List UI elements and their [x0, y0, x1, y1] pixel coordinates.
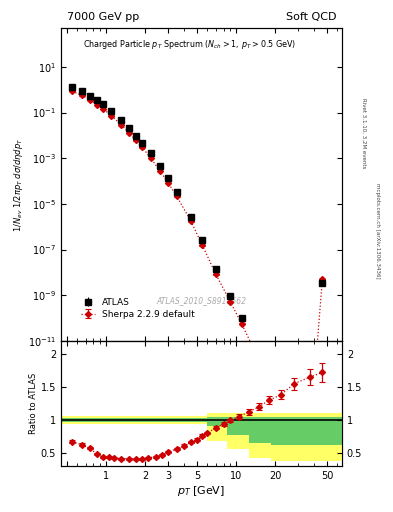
X-axis label: $p_T\;[\mathrm{GeV}]$: $p_T\;[\mathrm{GeV}]$	[177, 483, 226, 498]
Legend: ATLAS, Sherpa 2.2.9 default: ATLAS, Sherpa 2.2.9 default	[79, 296, 196, 321]
Y-axis label: $1/N_{ev}\; 1/2\pi p_T\; d\sigma/d\eta dp_T$: $1/N_{ev}\; 1/2\pi p_T\; d\sigma/d\eta d…	[12, 137, 25, 232]
Text: Soft QCD: Soft QCD	[286, 12, 336, 22]
Text: mcplots.cern.ch [arXiv:1306.3436]: mcplots.cern.ch [arXiv:1306.3436]	[375, 183, 380, 278]
Text: ATLAS_2010_S8918562: ATLAS_2010_S8918562	[156, 296, 246, 305]
Text: 7000 GeV pp: 7000 GeV pp	[66, 12, 139, 22]
Text: Rivet 3.1.10, 3.2M events: Rivet 3.1.10, 3.2M events	[362, 98, 367, 168]
Y-axis label: Ratio to ATLAS: Ratio to ATLAS	[29, 373, 38, 434]
Text: Charged Particle $p_T$ Spectrum ($N_{ch}>1,\;p_T>0.5\;\mathrm{GeV}$): Charged Particle $p_T$ Spectrum ($N_{ch}…	[83, 37, 297, 51]
